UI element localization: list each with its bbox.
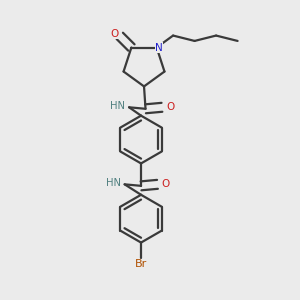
Text: N: N: [155, 43, 163, 52]
Text: O: O: [162, 179, 170, 189]
Text: O: O: [166, 102, 174, 112]
Text: HN: HN: [110, 101, 125, 111]
Text: HN: HN: [106, 178, 121, 188]
Text: O: O: [110, 29, 118, 39]
Text: Br: Br: [135, 259, 147, 269]
